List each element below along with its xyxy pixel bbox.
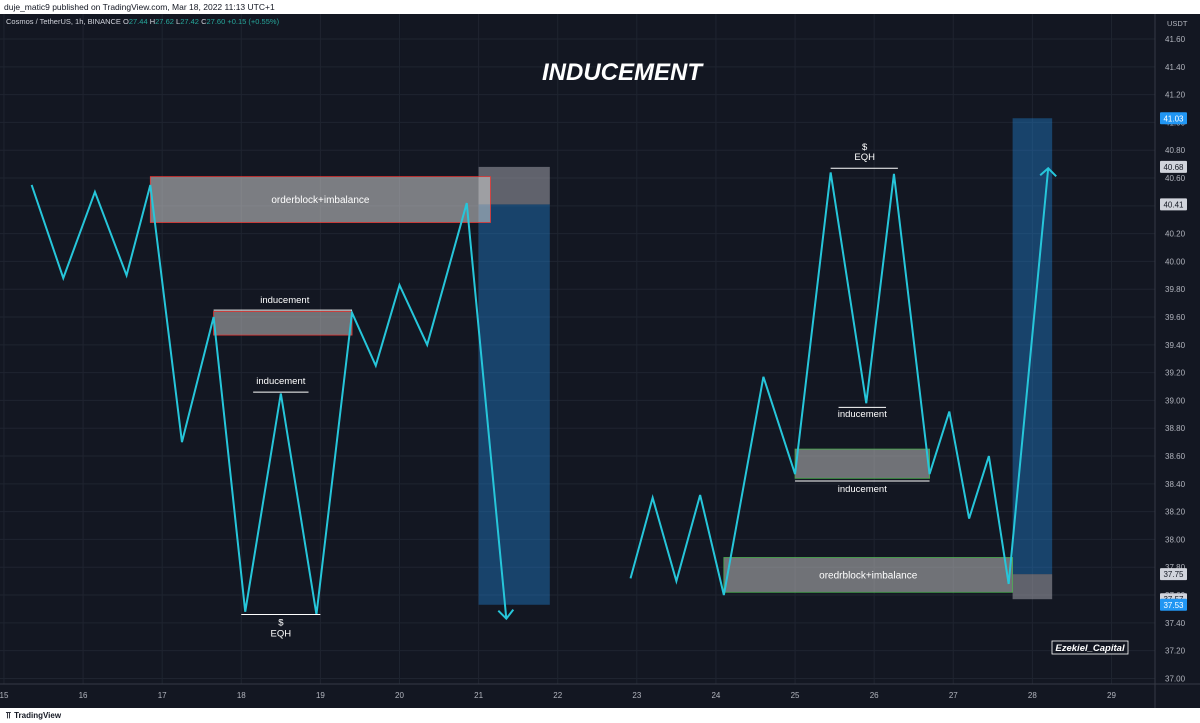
price-axis-badge — [1160, 160, 1187, 173]
y-tick-label: 40.60 — [1165, 174, 1186, 183]
change-value: +0.15 (+0.55%) — [227, 17, 280, 26]
y-tick-label: 37.80 — [1165, 563, 1186, 572]
y-tick-label: 39.00 — [1165, 396, 1186, 405]
symbol-info-bar: Cosmos / TetherUS, 1h, BINANCE O27.44 H2… — [6, 17, 279, 26]
annotation-label: EQH — [854, 152, 875, 163]
x-tick-label: 24 — [711, 691, 720, 700]
y-tick-label: 41.40 — [1165, 63, 1186, 72]
x-tick-label: 25 — [791, 691, 800, 700]
x-tick-label: 20 — [395, 691, 404, 700]
watermark-text: Ezekiel_Capital — [1055, 643, 1125, 654]
position-target-zone — [478, 204, 550, 605]
zone-label: oredrblock+imbalance — [819, 570, 918, 581]
chart-title: INDUCEMENT — [542, 59, 704, 86]
y-tick-label: 40.80 — [1165, 146, 1186, 155]
x-tick-label: 27 — [949, 691, 958, 700]
watermark-box — [1051, 640, 1129, 655]
orderblock-zone — [213, 311, 353, 336]
x-tick-label: 15 — [0, 691, 9, 700]
zone-label: orderblock+imbalance — [271, 195, 370, 206]
price-chart[interactable]: 41.6041.4041.2041.0040.8040.6040.4040.20… — [0, 14, 1200, 708]
low-label: L — [176, 17, 181, 26]
annotation-label: inducement — [256, 376, 305, 387]
y-tick-label: 41.20 — [1165, 91, 1186, 100]
y-tick-label: 41.60 — [1165, 35, 1186, 44]
open-value: 27.44 — [128, 17, 148, 26]
position-risk-zone — [1012, 574, 1053, 600]
high-value: 27.62 — [155, 17, 174, 26]
x-tick-label: 16 — [79, 691, 88, 700]
price-path-line — [30, 184, 508, 619]
annotation-label: inducement — [838, 484, 887, 495]
price-axis-badge-text: 37.75 — [1163, 570, 1184, 579]
price-axis-badge — [1160, 568, 1187, 581]
price-axis-badge-text: 40.41 — [1163, 200, 1184, 209]
y-tick-label: 37.20 — [1165, 647, 1186, 656]
close-value: 27.60 — [206, 17, 226, 26]
open-label: O — [123, 17, 129, 26]
brand-text: TradingView — [14, 711, 62, 720]
x-tick-label: 17 — [158, 691, 167, 700]
symbol-name: Cosmos / TetherUS, 1h, BINANCE — [6, 17, 121, 26]
up-arrowhead — [1039, 166, 1057, 178]
price-axis-badge — [1160, 198, 1187, 211]
y-tick-label: 37.40 — [1165, 619, 1186, 628]
published-header: duje_matic9 published on TradingView.com… — [0, 0, 1200, 14]
currency-label: USDT — [1167, 19, 1188, 28]
annotation-label: EQH — [271, 629, 292, 640]
y-tick-label: 39.40 — [1165, 341, 1186, 350]
tradingview-brand[interactable]: ⫪ TradingView — [6, 708, 61, 723]
y-tick-label: 40.20 — [1165, 230, 1186, 239]
low-value: 27.42 — [180, 17, 199, 26]
y-tick-label: 38.00 — [1165, 535, 1186, 544]
chart-area[interactable]: 41.6041.4041.2041.0040.8040.6040.4040.20… — [0, 14, 1200, 708]
annotation-label: inducement — [260, 295, 309, 306]
x-tick-label: 28 — [1028, 691, 1037, 700]
y-tick-label: 37.00 — [1165, 674, 1186, 683]
published-text: duje_matic9 published on TradingView.com… — [4, 2, 275, 12]
price-axis-badge-text: 37.53 — [1163, 601, 1184, 610]
y-tick-label: 38.40 — [1165, 480, 1186, 489]
close-label: C — [201, 17, 207, 26]
x-tick-label: 23 — [632, 691, 641, 700]
x-tick-label: 22 — [553, 691, 562, 700]
down-arrowhead — [497, 609, 515, 621]
price-axis-badge-text: 40.68 — [1163, 163, 1184, 172]
y-tick-label: 38.80 — [1165, 424, 1186, 433]
annotation-label: $ — [862, 142, 868, 153]
orderblock-zone — [794, 448, 930, 479]
annotation-label: inducement — [838, 409, 887, 420]
x-tick-label: 18 — [237, 691, 246, 700]
price-axis-badge — [1160, 598, 1187, 611]
annotation-label: $ — [278, 618, 284, 629]
x-tick-label: 19 — [316, 691, 325, 700]
y-tick-label: 38.20 — [1165, 508, 1186, 517]
price-axis-badge-text: 41.03 — [1163, 114, 1184, 123]
orderblock-zone — [149, 176, 491, 223]
x-tick-label: 26 — [870, 691, 879, 700]
tradingview-logo-icon: ⫪ — [6, 710, 12, 720]
footer-bar: ⫪ TradingView — [0, 708, 1200, 723]
high-label: H — [149, 17, 156, 26]
price-axis-badge — [1160, 112, 1187, 125]
y-tick-label: 39.60 — [1165, 313, 1186, 322]
y-tick-label: 39.80 — [1165, 285, 1186, 294]
x-tick-label: 21 — [474, 691, 483, 700]
price-path-line — [629, 168, 1050, 596]
y-tick-label: 38.60 — [1165, 452, 1186, 461]
orderblock-zone — [723, 557, 1014, 593]
y-tick-label: 39.20 — [1165, 369, 1186, 378]
y-tick-label: 40.00 — [1165, 257, 1186, 266]
x-tick-label: 29 — [1107, 691, 1116, 700]
